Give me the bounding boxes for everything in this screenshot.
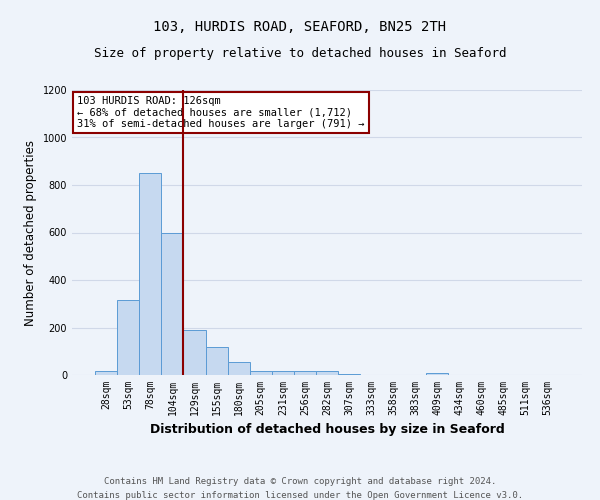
Bar — [338, 374, 360, 375]
Y-axis label: Number of detached properties: Number of detached properties — [24, 140, 37, 326]
Bar — [227, 362, 250, 375]
Bar — [139, 173, 161, 375]
Text: 103, HURDIS ROAD, SEAFORD, BN25 2TH: 103, HURDIS ROAD, SEAFORD, BN25 2TH — [154, 20, 446, 34]
Bar — [161, 232, 184, 375]
Bar — [117, 300, 139, 375]
X-axis label: Distribution of detached houses by size in Seaford: Distribution of detached houses by size … — [149, 424, 505, 436]
Text: Contains public sector information licensed under the Open Government Licence v3: Contains public sector information licen… — [77, 491, 523, 500]
Bar — [316, 372, 338, 375]
Bar — [294, 372, 316, 375]
Bar — [206, 346, 227, 375]
Bar — [427, 372, 448, 375]
Bar — [272, 372, 294, 375]
Text: Size of property relative to detached houses in Seaford: Size of property relative to detached ho… — [94, 48, 506, 60]
Bar — [95, 372, 117, 375]
Text: Contains HM Land Registry data © Crown copyright and database right 2024.: Contains HM Land Registry data © Crown c… — [104, 478, 496, 486]
Text: 103 HURDIS ROAD: 126sqm
← 68% of detached houses are smaller (1,712)
31% of semi: 103 HURDIS ROAD: 126sqm ← 68% of detache… — [77, 96, 365, 129]
Bar — [250, 372, 272, 375]
Bar — [184, 330, 206, 375]
